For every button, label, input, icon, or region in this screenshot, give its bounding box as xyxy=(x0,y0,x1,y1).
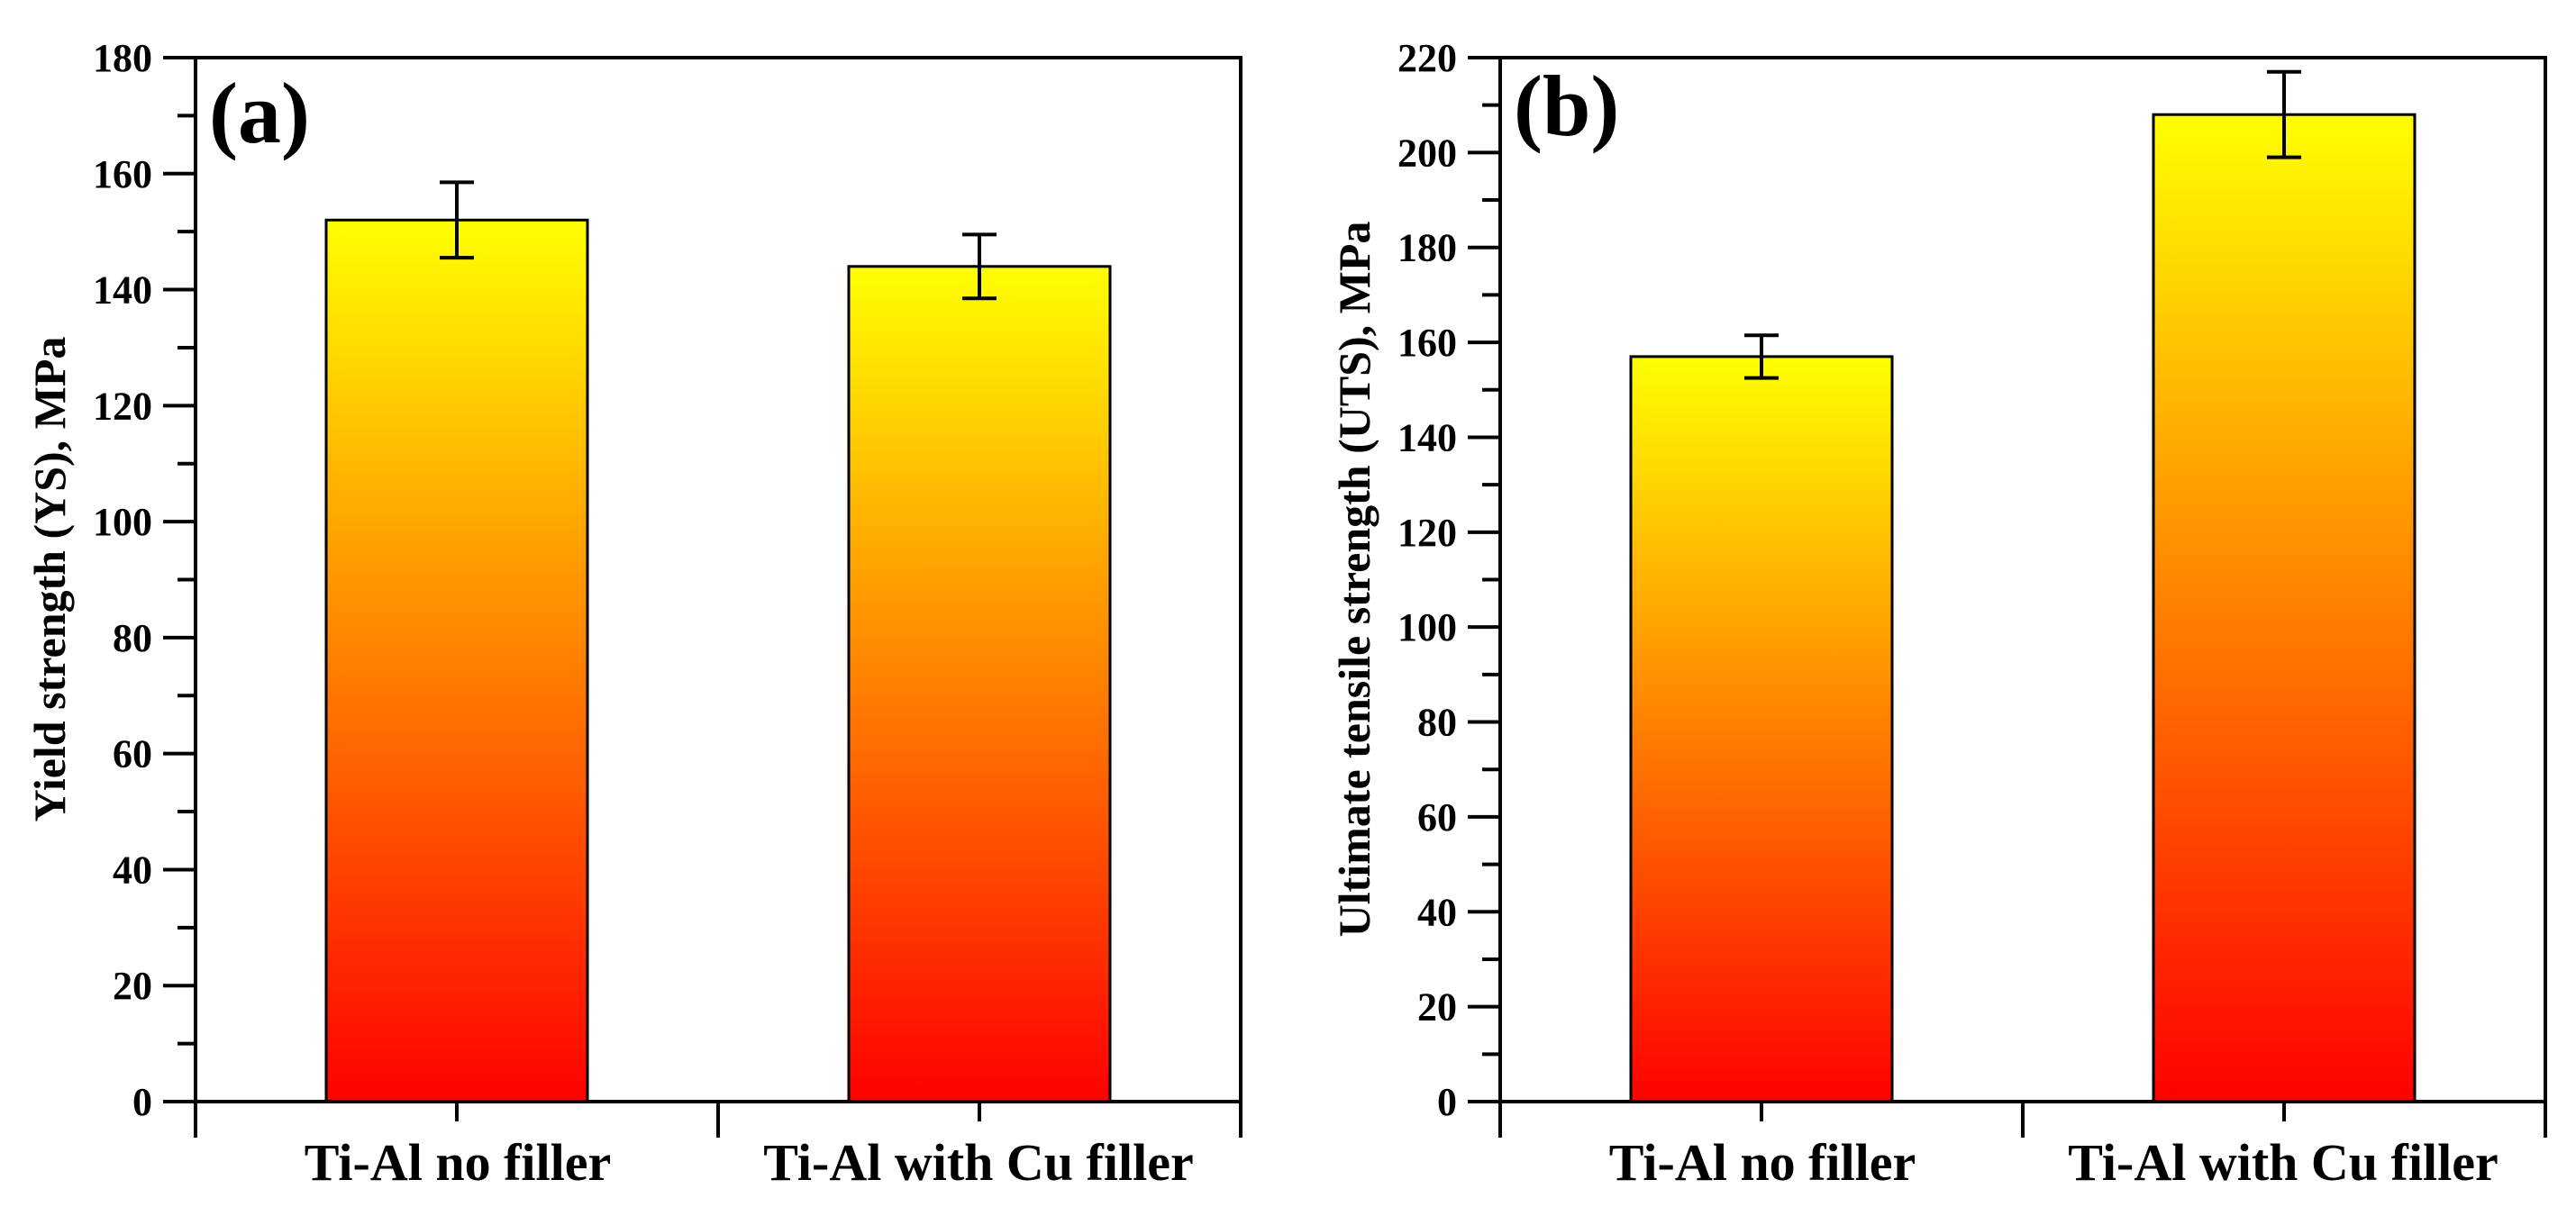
y-tick-label: 180 xyxy=(1397,226,1457,270)
bar xyxy=(847,265,1112,1103)
panel-a-x-category-label: Ti-Al with Cu filler xyxy=(763,1133,1193,1192)
panel-a-errorbars xyxy=(440,180,997,301)
y-tick-label: 60 xyxy=(113,732,152,776)
bar xyxy=(324,218,589,1103)
panel-b-errorbars xyxy=(1744,69,2301,380)
y-tick-label: 220 xyxy=(1397,36,1457,80)
panel-a-y-axis-title: Yield strength (YS), MPa xyxy=(24,337,75,822)
y-tick-label: 40 xyxy=(113,848,152,892)
y-tick-label: 20 xyxy=(113,964,152,1008)
y-tick-label: 80 xyxy=(113,616,152,660)
panel-b-x-category-label: Ti-Al no filler xyxy=(1609,1133,1916,1192)
y-tick-label: 40 xyxy=(1417,890,1457,934)
chart-panel-a: 0 20 40 60 80 100 120 140 160 180 (a) Yield stren… xyxy=(24,36,1242,1192)
y-tick-label: 140 xyxy=(93,268,152,313)
y-tick-label: 160 xyxy=(1397,321,1457,365)
panel-b-x-category-label: Ti-Al with Cu filler xyxy=(2068,1133,2498,1192)
y-tick-label: 120 xyxy=(1397,511,1457,555)
y-tick-label: 100 xyxy=(93,500,152,544)
panel-b-x-ticks xyxy=(1498,1102,2547,1138)
y-tick-label: 160 xyxy=(93,152,152,196)
chart-panel-b: 0 20 40 60 80 100 120 140 160 180 200 220 (b) Ultim… xyxy=(1329,36,2547,1192)
y-tick-label: 60 xyxy=(1417,795,1457,839)
panel-b-label: (b) xyxy=(1514,58,1619,154)
panel-b-y-axis-title: Ultimate tensile strength (UTS), MPa xyxy=(1329,222,1379,938)
y-tick-label: 100 xyxy=(1397,605,1457,649)
y-tick-label: 200 xyxy=(1397,131,1457,175)
y-tick-label: 180 xyxy=(93,36,152,80)
y-tick-label: 80 xyxy=(1417,701,1457,745)
panel-a-x-ticks xyxy=(194,1102,1242,1138)
panel-a-y-ticks: 0 20 40 60 80 100 120 140 160 180 xyxy=(93,36,196,1124)
y-tick-label: 0 xyxy=(132,1080,152,1124)
panel-b-bars xyxy=(1629,113,2417,1103)
y-tick-label: 140 xyxy=(1397,415,1457,459)
panel-a-label: (a) xyxy=(209,65,310,161)
panel-a-bars xyxy=(324,218,1112,1103)
y-tick-label: 120 xyxy=(93,384,152,428)
bar xyxy=(2152,113,2417,1103)
panel-b-y-ticks: 0 20 40 60 80 100 120 140 160 180 200 220 xyxy=(1397,36,1500,1124)
y-tick-label: 0 xyxy=(1437,1080,1457,1124)
bar xyxy=(1629,355,1894,1103)
y-tick-label: 20 xyxy=(1417,985,1457,1030)
panel-a-x-category-label: Ti-Al no filler xyxy=(305,1133,611,1192)
